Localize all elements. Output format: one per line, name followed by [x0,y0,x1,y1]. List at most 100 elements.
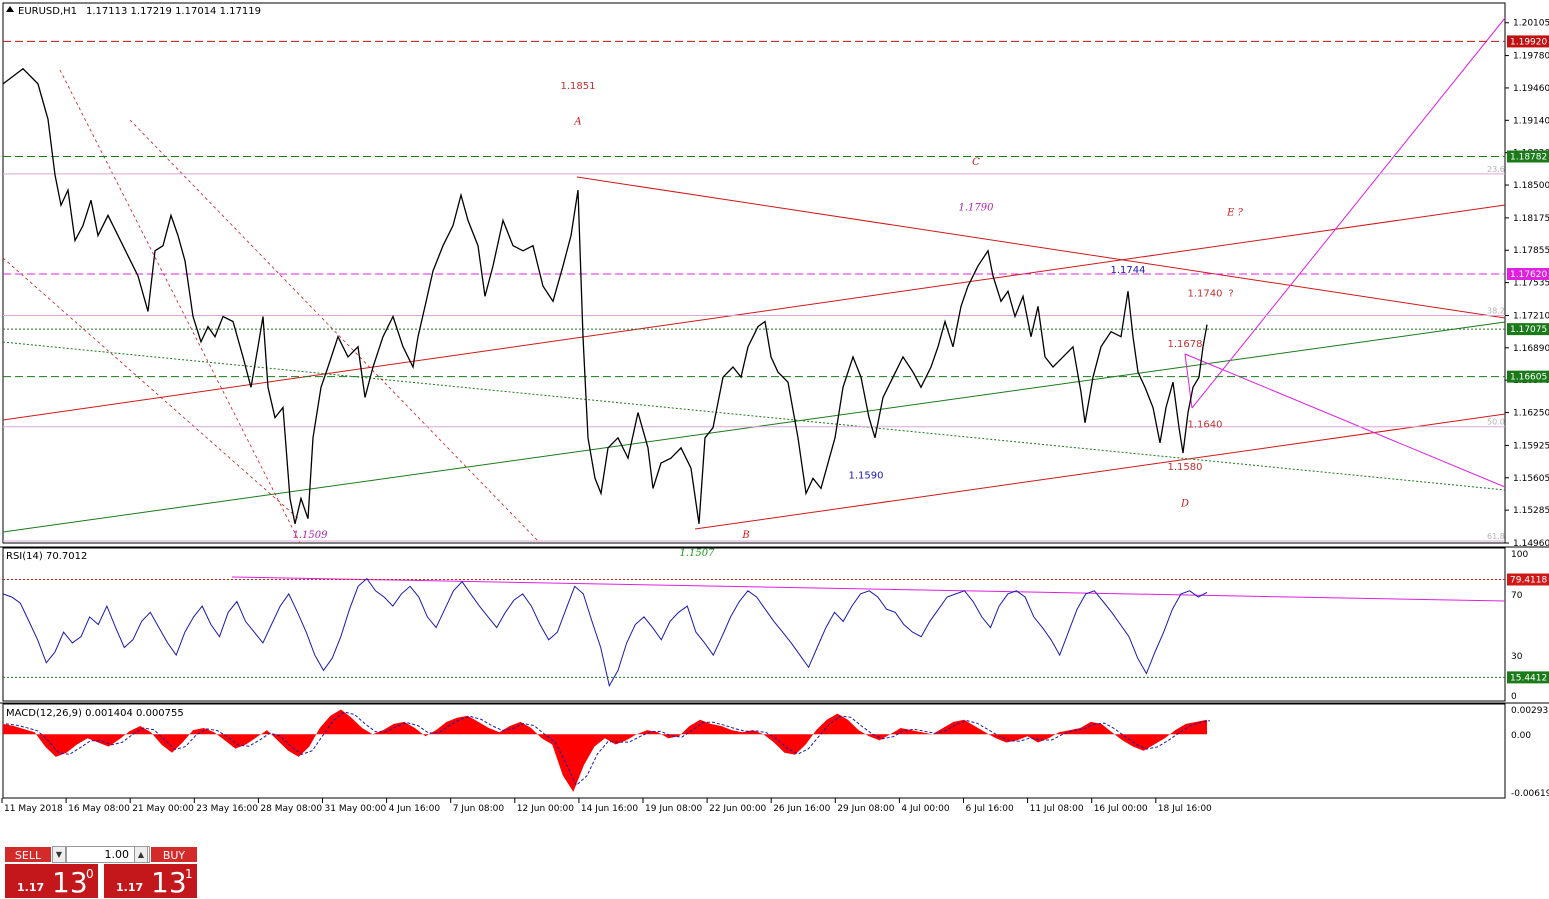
time-tick-label: 28 May 08:00 [260,804,322,814]
price-tick-label: 1.19140 [1513,116,1549,126]
red-dotted-diagonal-2 [129,119,541,544]
sell-price-small: 1.17 [17,881,45,894]
wave-annotation: 1.1640 [1188,420,1223,431]
wave-annotation: A [573,116,581,127]
macd-values: 0.001404 0.000755 [85,708,184,719]
fib-level-label: 23.6 [1487,165,1505,174]
price-tick-label: 1.17535 [1513,279,1549,289]
trendlines [2,17,1506,602]
rsi-level-tag-label: 79.4118 [1510,575,1547,585]
horizontal-levels [3,40,1505,378]
price-tick-label: 1.15925 [1513,441,1549,451]
wave-annotation: D [1180,499,1189,510]
price-tick-label: 1.16890 [1513,344,1549,354]
time-tick-label: 16 Jul 00:00 [1094,804,1148,814]
price-series-line [2,67,1208,524]
time-tick-label: 18 Jul 16:00 [1158,804,1212,814]
time-tick-label: 11 Jul 08:00 [1030,804,1084,814]
time-tick-label: 14 Jun 16:00 [581,804,638,814]
time-tick-label: 16 May 08:00 [68,804,130,814]
wave-annotation: 1.1509 [293,530,329,541]
level-price-tag [1507,35,1549,48]
fib-level-label: 61.8 [1487,532,1505,541]
price-tick-label: 1.18500 [1513,181,1549,191]
macd-signal-line [5,711,1211,787]
price-tick-label: 1.16250 [1513,409,1549,419]
price-tick-label: 1.14960 [1513,539,1549,549]
ohlc-values: 1.17113 1.17219 1.17014 1.17119 [86,6,261,17]
level-price-tag [1507,268,1549,281]
level-price-tags: 1.19920 1.18782 1.17620 1.17075 1.16605 [1507,35,1549,383]
price-tick-label: 1.19460 [1513,84,1549,94]
wave-annotation: B [741,530,749,541]
price-tick-label: 1.17855 [1513,246,1549,256]
buy-price-panel[interactable]: 1.17 13 1 [103,863,198,899]
fib-levels: 23.6 38.2 50.0 61.8 [3,165,1505,542]
rsi-tick-label: 0 [1511,692,1517,702]
rsi-pane-frame [2,547,1506,702]
lot-decrease-button[interactable]: ▼ [52,846,66,863]
wave-annotation: E ? [1226,207,1243,218]
wave-annotation: 1.1851 [561,81,596,92]
rsi-tick-label: 100 [1511,550,1528,560]
time-tick-label: 19 Jun 08:00 [645,804,702,814]
price-tick-label: 1.15605 [1513,474,1549,484]
level-price-tag-label: 1.17075 [1510,325,1547,335]
buy-price-small: 1.17 [116,881,144,894]
red-upper-channel-line [2,204,1506,421]
sell-price-panel[interactable]: 1.17 13 0 [4,863,99,899]
wave-annotation: 1.1590 [849,470,884,481]
rsi-level-tag [1507,573,1549,586]
fib-level-label: 38.2 [1487,306,1505,315]
time-tick-label: 11 May 2018 [4,804,63,814]
time-tick-label: 21 May 00:00 [132,804,194,814]
wave-annotation: ? [1228,288,1233,299]
wave-annotation: 1.1790 [959,202,995,213]
rsi-levels: 79.4118 15.4412 [3,573,1549,684]
level-price-tag-label: 1.16605 [1510,373,1547,383]
macd-label: MACD(12,26,9) 0.001404 0.000755 [6,708,184,719]
buy-button[interactable]: BUY [150,846,198,863]
red-dotted-diagonal-3 [2,257,301,521]
macd-tick-label: 0.002935 [1511,706,1549,716]
red-lower-channel-line [694,413,1506,530]
level-price-tag [1507,150,1549,163]
time-tick-label: 26 Jun 16:00 [773,804,830,814]
rsi-tick-label: 70 [1511,591,1523,601]
red-descending-line [576,176,1506,319]
chart-svg: 23.6 38.2 50.0 61.8 1.1851 A C 1.1790 E ? 1.1744… [0,2,1549,814]
time-axis: 11 May 2018 16 May 08:00 21 May 00:00 23 Ma… [1,798,1212,814]
rsi-level-tag-label: 15.4412 [1510,673,1547,683]
wave-annotation: 1.1580 [1168,462,1203,473]
fib-level-label: 50.0 [1487,418,1505,427]
wave-annotations: 1.1851 A C 1.1790 E ? 1.1744 1.1740 ? 1.1678 1.16… [293,81,1244,559]
magenta-rising-line [1191,17,1506,409]
time-tick-label: 12 Jun 00:00 [517,804,574,814]
wave-annotation: C [972,157,980,168]
price-tick-label: 1.18175 [1513,214,1549,224]
price-axis: 1.201051.197801.194601.191401.188201.185… [1505,19,1549,549]
time-tick-label: 4 Jul 00:00 [901,804,950,814]
wave-annotation: 1.1744 [1111,265,1146,276]
lot-increase-button[interactable]: ▲ [134,846,148,863]
time-tick-label: 4 Jun 16:00 [389,804,441,814]
sell-button[interactable]: SELL [4,846,52,863]
time-tick-label: 22 Jun 00:00 [709,804,766,814]
level-price-tag-label: 1.18782 [1510,153,1547,163]
rsi-label: RSI(14) 70.7012 [6,551,87,562]
level-price-tag [1507,370,1549,383]
green-dotted-trendline [2,341,1506,491]
rsi-value: 70.7012 [46,551,87,562]
wave-annotation: 1.1740 [1188,288,1223,299]
level-price-tag-label: 1.17620 [1510,270,1547,280]
main-pane-frame [2,2,1506,544]
macd-tick-label: 0.00 [1511,731,1531,741]
sell-price-sup: 0 [86,867,94,881]
level-price-tag-label: 1.19920 [1510,37,1547,47]
sell-price-big: 13 [52,866,88,899]
collapse-triangle-icon[interactable] [6,6,14,12]
rsi-line [2,577,1208,688]
price-tick-label: 1.19780 [1513,52,1549,62]
level-price-tag [1507,323,1549,336]
macd-pane-frame [2,703,1506,799]
